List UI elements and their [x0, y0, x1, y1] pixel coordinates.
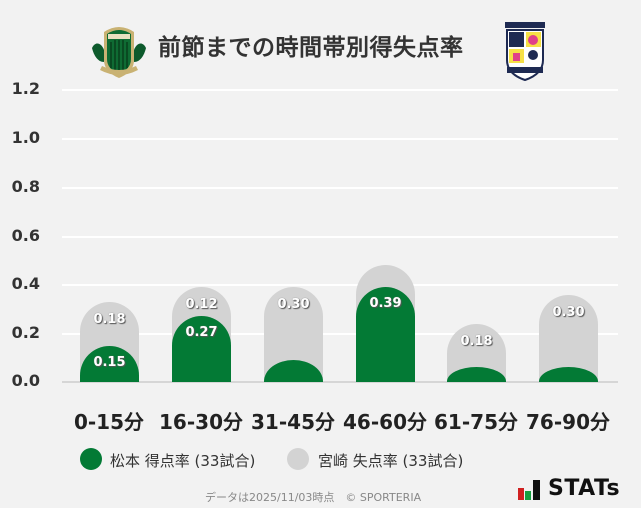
- y-tick-label: 1.0: [11, 128, 40, 147]
- away-value-label: 0.30: [277, 297, 310, 313]
- home-value-label: 0.39: [369, 296, 402, 312]
- x-tick-label: 76-90分: [526, 410, 610, 434]
- gridline: [62, 333, 618, 335]
- matsumoto-yamaga-crest-icon: [92, 27, 146, 78]
- y-tick-label: 1.2: [11, 79, 40, 98]
- y-tick-label: 0.0: [11, 371, 40, 390]
- away-value-label: 0.12: [185, 297, 218, 313]
- stats-bar-icon: [518, 480, 540, 500]
- bar-16-30分: 0.12 0.27: [172, 0, 231, 382]
- home-score-bar: [264, 360, 323, 382]
- legend-away-label: 宮崎 失点率 (33試合): [318, 452, 464, 470]
- x-axis-baseline: [62, 381, 618, 383]
- bar-31-45分: 0.30: [264, 0, 323, 382]
- x-tick-label: 31-45分: [251, 410, 335, 434]
- home-value-label: 0.15: [93, 354, 126, 370]
- home-value-label: 0.27: [185, 325, 218, 341]
- legend-away-swatch: [287, 448, 309, 470]
- bar-46-60分: 0.39: [356, 0, 415, 382]
- chart-header: 前節までの時間帯別得失点率: [0, 10, 641, 82]
- home-score-bar: [356, 287, 415, 382]
- legend-home-swatch: [80, 448, 102, 470]
- bar-76-90分: 0.30: [539, 0, 598, 382]
- stats-brand-text: STATs: [548, 476, 621, 501]
- y-tick-label: 0.4: [11, 274, 40, 293]
- bar-0-15分: 0.18 0.15: [80, 0, 139, 382]
- bar-61-75分: 0.18: [447, 0, 506, 382]
- x-tick-label: 16-30分: [159, 410, 243, 434]
- away-value-label: 0.30: [552, 304, 585, 320]
- x-tick-label: 46-60分: [343, 410, 427, 434]
- gridline: [62, 187, 618, 189]
- data-date-note: データは2025/11/03時点 © SPORTERIA: [205, 491, 422, 504]
- home-score-bar: [539, 367, 598, 382]
- gridline: [62, 236, 618, 238]
- legend-home-label: 松本 得点率 (33試合): [110, 452, 256, 470]
- home-score-bar: [447, 367, 506, 382]
- y-tick-label: 0.8: [11, 177, 40, 196]
- gridline: [62, 89, 618, 91]
- home-score-bar: [172, 316, 231, 382]
- chart-title: 前節までの時間帯別得失点率: [158, 35, 464, 61]
- y-tick-label: 0.2: [11, 323, 40, 342]
- legend: 松本 得点率 (33試合) 宮崎 失点率 (33試合): [0, 448, 641, 474]
- stats-brand-logo: STATs: [518, 476, 638, 502]
- gridline: [62, 284, 618, 286]
- y-tick-label: 0.6: [11, 226, 40, 245]
- x-tick-label: 0-15分: [73, 410, 145, 434]
- x-tick-label: 61-75分: [434, 410, 518, 434]
- gridline: [62, 138, 618, 140]
- away-value-label: 0.18: [460, 333, 493, 349]
- tegevajaro-miyazaki-crest-icon: [505, 22, 545, 82]
- away-value-label: 0.18: [93, 311, 126, 327]
